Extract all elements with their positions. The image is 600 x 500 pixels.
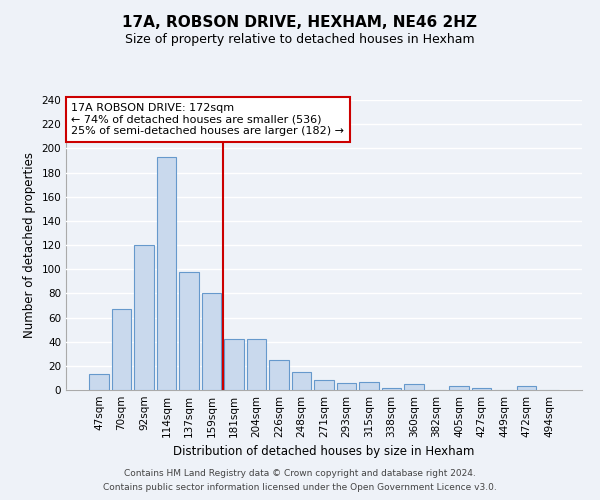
Text: Size of property relative to detached houses in Hexham: Size of property relative to detached ho… [125,32,475,46]
Bar [202,294,221,390]
Text: 17A, ROBSON DRIVE, HEXHAM, NE46 2HZ: 17A, ROBSON DRIVE, HEXHAM, NE46 2HZ [122,15,478,30]
Text: Contains public sector information licensed under the Open Government Licence v3: Contains public sector information licen… [103,484,497,492]
Bar [89,374,109,390]
Bar [292,372,311,390]
Y-axis label: Number of detached properties: Number of detached properties [23,152,36,338]
Bar [134,245,154,390]
Bar [157,157,176,390]
Bar [472,388,491,390]
Text: Contains HM Land Registry data © Crown copyright and database right 2024.: Contains HM Land Registry data © Crown c… [124,468,476,477]
X-axis label: Distribution of detached houses by size in Hexham: Distribution of detached houses by size … [173,446,475,458]
Bar [269,360,289,390]
Bar [359,382,379,390]
Bar [449,386,469,390]
Bar [404,384,424,390]
Bar [337,383,356,390]
Text: 17A ROBSON DRIVE: 172sqm
← 74% of detached houses are smaller (536)
25% of semi-: 17A ROBSON DRIVE: 172sqm ← 74% of detach… [71,103,344,136]
Bar [517,386,536,390]
Bar [112,309,131,390]
Bar [179,272,199,390]
Bar [224,339,244,390]
Bar [247,339,266,390]
Bar [382,388,401,390]
Bar [314,380,334,390]
